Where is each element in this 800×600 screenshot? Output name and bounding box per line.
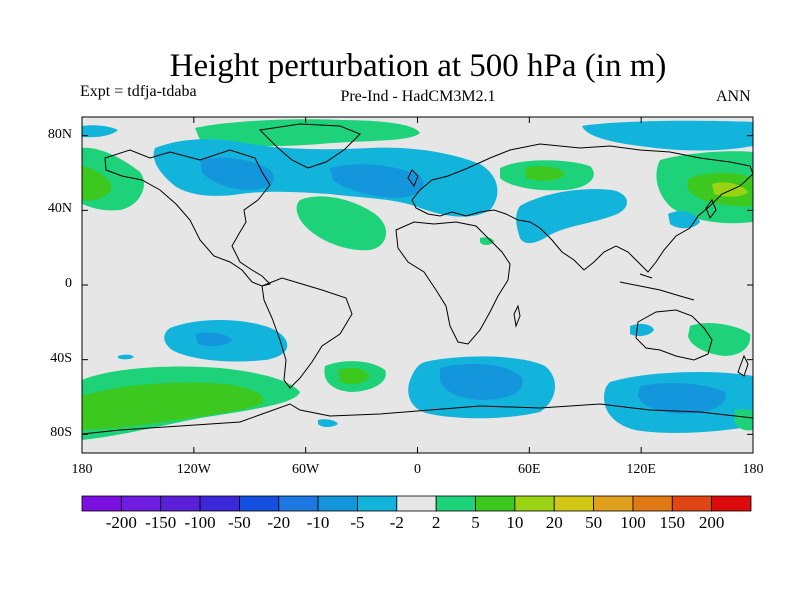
contour-region [330, 164, 424, 198]
colorbar-label: 20 [545, 513, 563, 532]
coastline-japan [705, 198, 717, 220]
experiment-label: Expt = tdfja-tdaba [80, 83, 197, 100]
contour-region [630, 323, 654, 337]
contour-region [480, 237, 494, 245]
x-tick-label: 120W [176, 462, 211, 477]
coastline-europe-asia [411, 143, 753, 273]
contour-region [318, 419, 338, 427]
contour-region [296, 196, 387, 251]
colorbar-swatch [475, 495, 516, 512]
contour-region [688, 323, 751, 356]
colorbar-label: 2 [431, 513, 441, 532]
y-tick-label: 0 [65, 276, 72, 291]
y-tick-label: 80S [50, 425, 72, 441]
colorbar-swatch [278, 495, 319, 512]
contour-region [668, 211, 700, 229]
colorbar-swatch [435, 495, 476, 512]
x-tick-label: 120E [626, 462, 656, 477]
colorbar-swatch [120, 495, 162, 512]
colorbar-label: -2 [389, 513, 404, 532]
subtitle-label: Pre-Ind - HadCM3M2.1 [340, 88, 496, 105]
colorbar-label: -150 [145, 513, 177, 532]
contour-region [734, 409, 753, 431]
colorbar-swatch [317, 495, 358, 512]
y-tick-label: 80N [47, 126, 72, 142]
colorbar-swatch [514, 495, 555, 512]
colorbar-label: 200 [698, 513, 725, 532]
colorbar-label: -5 [350, 513, 365, 532]
x-tick-label: 180 [71, 462, 93, 477]
y-tick-label: 40N [47, 201, 72, 217]
coastline-indonesia [619, 273, 695, 301]
colorbar-label: -20 [267, 513, 291, 532]
coastline-africa [395, 221, 511, 345]
colorbar [81, 495, 752, 512]
colorbar-swatch [199, 495, 240, 512]
coastline-new-zealand [737, 354, 749, 377]
colorbar-swatch [239, 495, 280, 512]
axis-ticks [81, 117, 754, 453]
colorbar-label: 5 [471, 513, 480, 532]
colorbar-label: -200 [105, 513, 137, 532]
colorbar-label: 100 [620, 513, 646, 532]
contour-region [516, 188, 627, 244]
colorbar-swatch [160, 495, 201, 512]
contour-region [525, 166, 565, 181]
colorbar-swatch [553, 495, 594, 512]
contour-region [440, 363, 523, 400]
plot-title: Height perturbation at 500 hPa (in m) [169, 48, 667, 84]
colorbar-label: -100 [184, 513, 216, 532]
coastline-greenland [258, 123, 361, 169]
contour-fields [82, 119, 753, 440]
contour-region [638, 383, 726, 414]
colorbar-swatch [357, 495, 398, 512]
contour-region [82, 125, 118, 138]
colorbar-label: -50 [228, 513, 251, 532]
contour-region [582, 120, 753, 151]
coastline-australia [635, 309, 713, 361]
coastlines [82, 123, 753, 435]
contour-region [118, 354, 134, 360]
contour-region [82, 382, 264, 430]
season-label: ANN [716, 88, 751, 105]
colorbar-label: 150 [659, 513, 686, 532]
colorbar-label: 10 [506, 513, 524, 532]
x-tick-label: 60E [518, 462, 541, 477]
colorbar-label: 50 [585, 513, 603, 532]
colorbar-swatch [81, 495, 122, 512]
x-tick-label: 0 [414, 462, 421, 477]
y-tick-label: 40S [50, 350, 72, 366]
colorbar-swatch [632, 495, 673, 512]
colorbar-swatch [671, 495, 713, 512]
contour-region [195, 332, 232, 347]
coastline-south-america [261, 277, 353, 389]
coastline-north-america [104, 149, 271, 287]
x-tick-label: 60W [292, 462, 320, 477]
colorbar-swatch [711, 495, 752, 512]
contour-region [200, 157, 274, 190]
coastline-uk [407, 169, 419, 188]
contour-region [195, 119, 420, 147]
contour-region [338, 368, 370, 384]
contour-region [153, 139, 498, 217]
colorbar-swatch [396, 495, 437, 512]
colorbar-label: -10 [306, 513, 330, 532]
contour-region [82, 166, 112, 201]
x-tick-label: 180 [742, 462, 764, 477]
coastline-antarctica [82, 403, 753, 435]
coastline-madagascar [513, 304, 521, 328]
colorbar-swatch [593, 495, 634, 512]
